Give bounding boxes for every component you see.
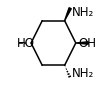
Text: OH: OH [78,36,96,50]
Text: HO: HO [17,36,35,50]
Polygon shape [76,42,88,44]
Text: NH₂: NH₂ [72,67,94,80]
Text: NH₂: NH₂ [72,6,94,19]
Polygon shape [65,8,71,21]
